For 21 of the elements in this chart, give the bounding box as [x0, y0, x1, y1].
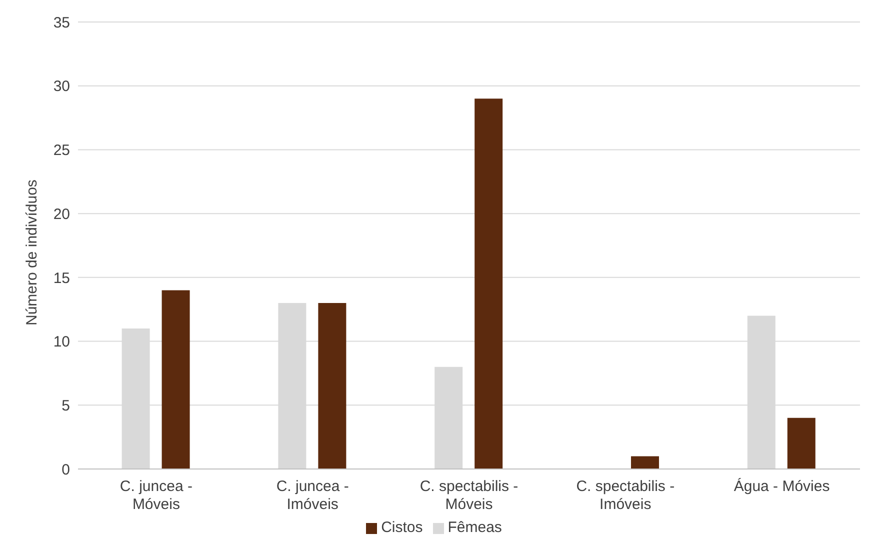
x-tick-label: C. juncea - Móveis [120, 478, 192, 513]
y-tick-label: 35 [53, 14, 70, 32]
bar [787, 418, 816, 469]
y-tick-label: 15 [53, 270, 70, 287]
y-tick-label: 30 [53, 78, 70, 96]
y-axis-title: Número de indivíduos [23, 180, 40, 326]
y-tick-label: 5 [62, 397, 70, 414]
bar [474, 98, 503, 469]
x-tick-label: C. spectabilis - Imóveis [576, 478, 675, 513]
bar [630, 456, 659, 469]
y-tick-label: 10 [53, 334, 70, 351]
legend-label: Fêmeas [448, 519, 502, 536]
bar [162, 290, 190, 469]
x-tick-label: C. juncea - Imóveis [276, 478, 349, 513]
legend-label: Cistos [381, 519, 423, 536]
y-tick-label: 0 [62, 461, 70, 478]
x-tick-label: C. spectabilis - Móveis [420, 478, 518, 513]
x-tick-label: Água - Móvies [734, 477, 830, 495]
y-tick-label: 25 [53, 142, 70, 160]
y-tick-label: 20 [53, 206, 70, 223]
bar [318, 302, 346, 469]
